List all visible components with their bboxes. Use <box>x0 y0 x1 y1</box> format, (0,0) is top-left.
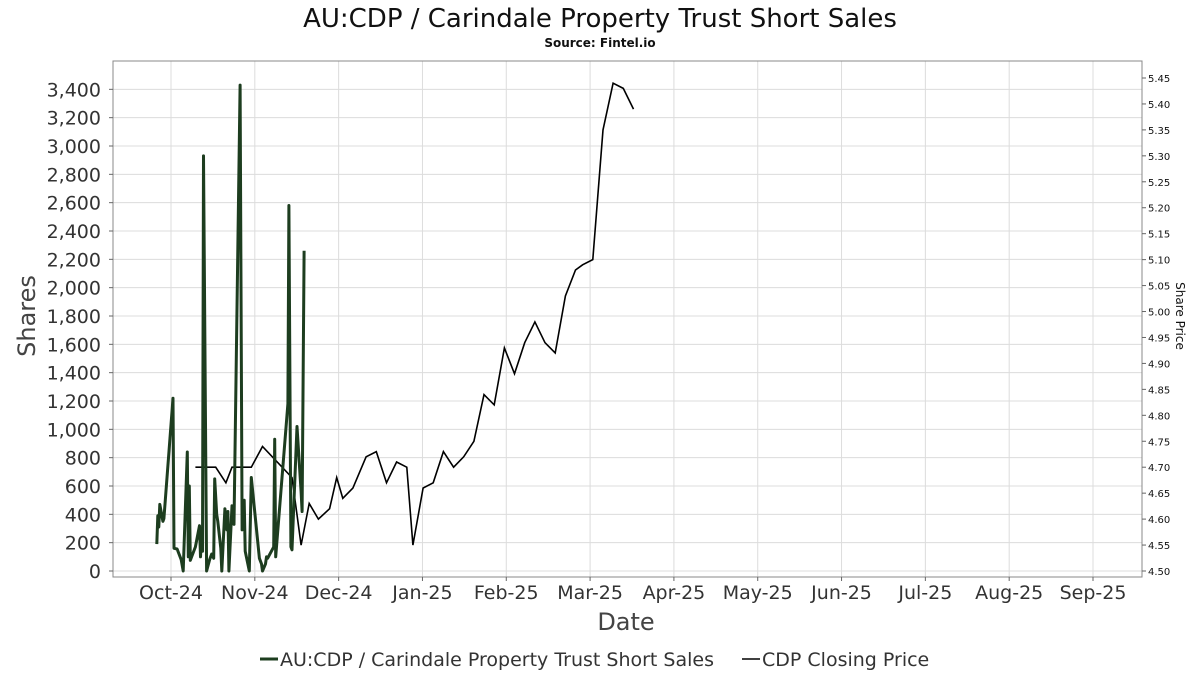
y-tick-label: 3,000 <box>47 136 101 158</box>
y-right-tick-label: 5.40 <box>1148 100 1170 111</box>
y-tick-label: 1,200 <box>47 391 101 413</box>
y-right-tick-label: 5.15 <box>1148 230 1170 241</box>
x-tick-label: Oct-24 <box>139 582 203 604</box>
y-right-tick-label: 5.30 <box>1148 152 1170 163</box>
y-tick-label: 2,200 <box>47 249 101 271</box>
y-tick-label: 600 <box>65 476 101 498</box>
x-axis-ticks: Oct-24 Nov-24 Dec-24 Jan-25 Feb-25 Mar-25 Apr-… <box>139 577 1126 604</box>
y-tick-label: 1,000 <box>47 419 101 441</box>
y-right-tick-label: 5.45 <box>1148 74 1170 85</box>
x-tick-label: Nov-24 <box>221 582 289 604</box>
y-right-tick-label: 4.65 <box>1148 489 1170 500</box>
closing-price-line <box>195 82 635 546</box>
legend-label-closing-price: CDP Closing Price <box>762 649 929 671</box>
x-tick-label: Feb-25 <box>474 582 539 604</box>
y-right-tick-label: 4.60 <box>1148 515 1170 526</box>
y-tick-label: 1,600 <box>47 334 101 356</box>
y-right-tick-label: 5.35 <box>1148 126 1170 137</box>
grid-layer <box>113 61 1142 577</box>
x-tick-label: Jul-25 <box>897 582 952 604</box>
y-tick-label: 400 <box>65 504 101 526</box>
y-tick-label: 2,000 <box>47 278 101 300</box>
y-right-tick-label: 4.85 <box>1148 385 1170 396</box>
y-right-tick-label: 4.70 <box>1148 463 1170 474</box>
y-right-tick-label: 4.90 <box>1148 359 1170 370</box>
x-tick-label: Mar-25 <box>557 582 623 604</box>
legend: AU:CDP / Carindale Property Trust Short … <box>260 649 929 671</box>
x-tick-label: May-25 <box>723 582 793 604</box>
chart-title: AU:CDP / Carindale Property Trust Short … <box>303 4 897 34</box>
y-tick-label: 1,400 <box>47 363 101 385</box>
y-right-tick-label: 4.80 <box>1148 411 1170 422</box>
x-tick-label: Jan-25 <box>391 582 452 604</box>
y-axis-label: Shares <box>13 275 41 357</box>
y-tick-label: 1,800 <box>47 306 101 328</box>
short-sales-line <box>155 83 306 573</box>
legend-label-short-sales: AU:CDP / Carindale Property Trust Short … <box>280 649 714 671</box>
y-right-tick-label: 5.25 <box>1148 178 1170 189</box>
y-right-tick-label: 5.05 <box>1148 282 1170 293</box>
y-right-tick-label: 4.55 <box>1148 541 1170 552</box>
y-tick-label: 2,400 <box>47 221 101 243</box>
right-axis-ticks: 4.50 4.55 4.60 4.65 4.70 4.75 4.80 4.85 4.90 4.95… <box>1142 74 1170 578</box>
y-tick-label: 0 <box>89 561 101 583</box>
chart-subtitle: Source: Fintel.io <box>544 36 655 50</box>
y-right-tick-label: 5.10 <box>1148 256 1170 267</box>
y-tick-label: 3,200 <box>47 108 101 130</box>
y-tick-label: 2,600 <box>47 193 101 215</box>
y-tick-label: 3,400 <box>47 79 101 101</box>
x-tick-label: Jun-25 <box>810 582 872 604</box>
x-tick-label: Apr-25 <box>643 582 706 604</box>
x-tick-label: Aug-25 <box>975 582 1043 604</box>
x-axis-label: Date <box>597 608 654 636</box>
y-axis-label-right: Share Price <box>1173 282 1187 350</box>
x-tick-label: Dec-24 <box>305 582 373 604</box>
y-tick-label: 800 <box>65 448 101 470</box>
x-tick-label: Sep-25 <box>1060 582 1127 604</box>
y-right-tick-label: 4.50 <box>1148 567 1170 578</box>
y-tick-label: 200 <box>65 533 101 555</box>
y-tick-label: 2,800 <box>47 164 101 186</box>
left-axis-ticks: 0 200 400 600 800 1,000 1,200 1,400 1,600 1,800 2,… <box>47 79 113 583</box>
y-right-tick-label: 4.95 <box>1148 333 1170 344</box>
plot-frame <box>112 60 1143 578</box>
y-right-tick-label: 5.20 <box>1148 204 1170 215</box>
y-right-tick-label: 4.75 <box>1148 437 1170 448</box>
y-right-tick-label: 5.00 <box>1148 308 1170 319</box>
